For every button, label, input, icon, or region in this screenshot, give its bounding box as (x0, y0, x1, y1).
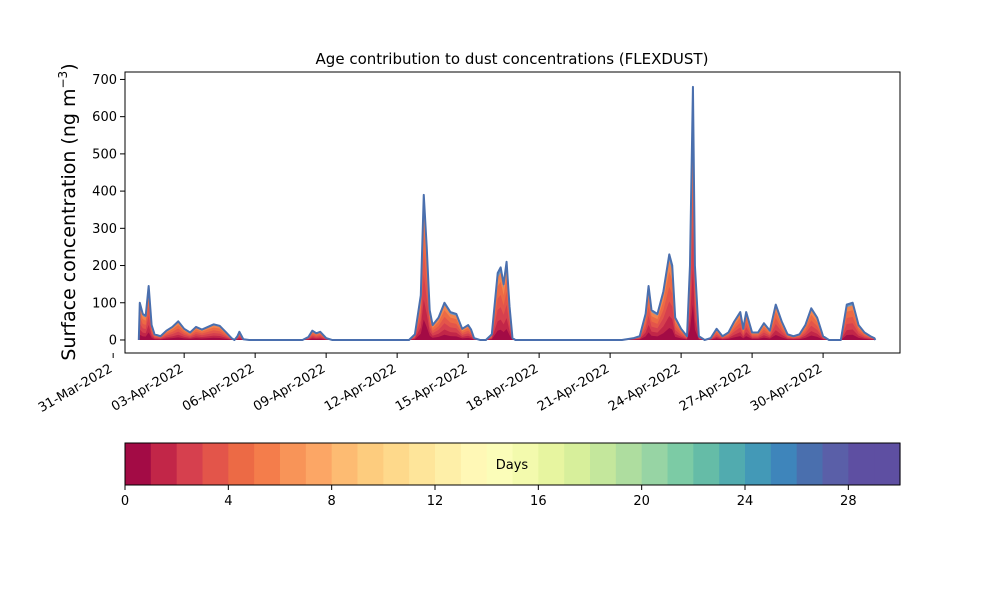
chart-title: Age contribution to dust concentrations … (316, 50, 709, 68)
colorbar-segment (848, 443, 875, 485)
colorbar-segment (874, 443, 901, 485)
y-tick-label: 400 (92, 185, 117, 200)
colorbar-tick-label: 0 (121, 494, 129, 509)
colorbar-segment (693, 443, 720, 485)
y-tick-label: 100 (92, 296, 117, 311)
y-tick-label: 300 (92, 222, 117, 237)
colorbar-tick-label: 28 (840, 494, 857, 509)
colorbar-segment (667, 443, 694, 485)
colorbar-segment (822, 443, 849, 485)
colorbar-segment (796, 443, 824, 485)
y-tick-label: 700 (92, 73, 117, 88)
colorbar-frame (124, 442, 901, 486)
y-axis: 0 100 200 300 400 500 600 700 (92, 73, 125, 348)
colorbar-segment (770, 443, 798, 485)
colorbar-segment (254, 443, 281, 485)
y-tick-label: 0 (109, 333, 117, 348)
colorbar-segment (719, 443, 746, 485)
colorbar-segment (125, 443, 152, 485)
plot-frame (124, 71, 901, 354)
colorbar-segment (486, 443, 514, 485)
colorbar (125, 443, 901, 485)
colorbar-segment (280, 443, 307, 485)
y-axis-label-close: ) (58, 63, 80, 70)
colorbar-segment (357, 443, 384, 485)
colorbar-segment (150, 443, 178, 485)
colorbar-segment (641, 443, 669, 485)
colorbar-segment (202, 443, 229, 485)
colorbar-tick-label: 20 (633, 494, 650, 509)
y-tick-label: 500 (92, 147, 117, 162)
colorbar-segment (176, 443, 204, 485)
colorbar-segment (538, 443, 565, 485)
y-tick-label: 600 (92, 110, 117, 125)
colorbar-segment (745, 443, 772, 485)
colorbar-tick-label: 8 (328, 494, 336, 509)
colorbar-tick-label: 4 (224, 494, 232, 509)
plot-area (137, 85, 877, 341)
y-axis-label-exponent: −3 (56, 71, 70, 89)
colorbar-segment (305, 443, 333, 485)
colorbar-segment (435, 443, 462, 485)
colorbar-segment (615, 443, 643, 485)
colorbar-label: Days (496, 458, 529, 473)
y-tick-label: 200 (92, 259, 117, 274)
y-axis-label: Surface concentration (ng m−3) (56, 63, 80, 360)
colorbar-segment (383, 443, 410, 485)
y-axis-label-text: Surface concentration (ng m (58, 89, 80, 361)
colorbar-tick-label: 24 (737, 494, 754, 509)
colorbar-segment (460, 443, 488, 485)
colorbar-segment (409, 443, 436, 485)
colorbar-segment (331, 443, 359, 485)
colorbar-segment (590, 443, 617, 485)
colorbar-tick-label: 16 (530, 494, 547, 509)
colorbar-segment (564, 443, 591, 485)
colorbar-axis: 0 4 8 12 16 20 24 28 (121, 485, 857, 509)
colorbar-segment (512, 443, 539, 485)
colorbar-tick-label: 12 (427, 494, 444, 509)
total-concentration-line (137, 85, 877, 341)
colorbar-segment (228, 443, 255, 485)
age-band-area (138, 304, 876, 340)
